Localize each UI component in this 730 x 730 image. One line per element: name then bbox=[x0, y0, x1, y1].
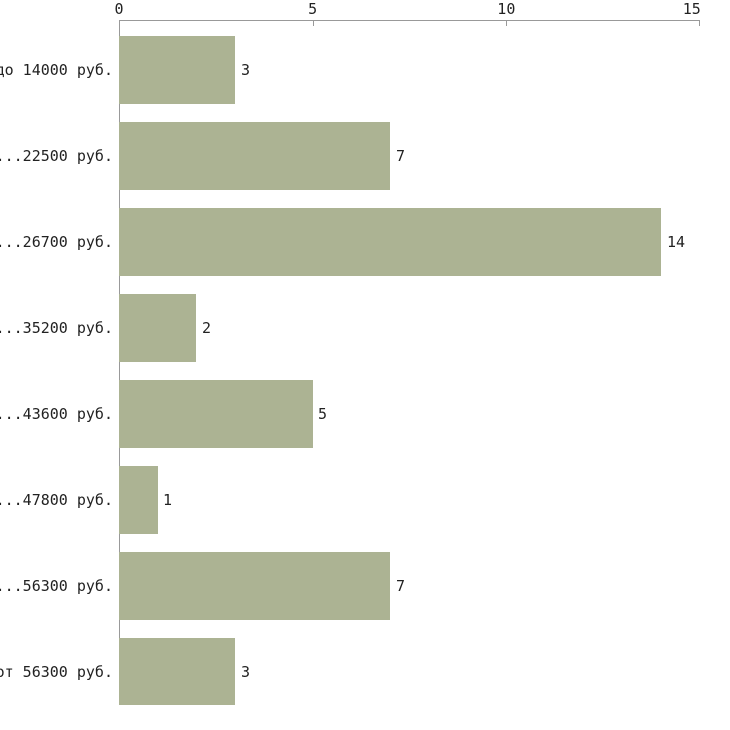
bar-row-4: 39400...43600 руб. 5 bbox=[119, 380, 700, 448]
xtick-label-5: 5 bbox=[308, 0, 317, 18]
bar-3[interactable] bbox=[119, 294, 196, 362]
bar-value-label-1: 7 bbox=[396, 147, 405, 165]
bar-7[interactable] bbox=[119, 638, 235, 705]
bar-row-3: 30900...35200 руб. 2 bbox=[119, 294, 700, 362]
xtick-label-0: 0 bbox=[114, 0, 123, 18]
category-label-2: 22500...26700 руб. bbox=[0, 233, 113, 251]
xtick-0 bbox=[119, 20, 120, 26]
xtick-label-15: 15 bbox=[683, 0, 701, 18]
bar-value-label-4: 5 bbox=[318, 405, 327, 423]
bar-value-label-5: 1 bbox=[163, 491, 172, 509]
bar-value-label-2: 14 bbox=[667, 233, 685, 251]
top-axis-line bbox=[119, 20, 700, 21]
bar-1[interactable] bbox=[119, 122, 390, 190]
bar-row-5: 43600...47800 руб. 1 bbox=[119, 466, 700, 534]
xtick-10 bbox=[506, 20, 507, 26]
bar-row-2: 22500...26700 руб. 14 bbox=[119, 208, 700, 276]
bar-value-label-0: 3 bbox=[241, 61, 250, 79]
plot-area: 0 5 10 15 до 14000 руб. 3 18300...22500 … bbox=[119, 20, 700, 705]
bar-4[interactable] bbox=[119, 380, 313, 448]
category-label-7: от 56300 руб. bbox=[0, 663, 113, 681]
xtick-15 bbox=[699, 20, 700, 26]
category-label-3: 30900...35200 руб. bbox=[0, 319, 113, 337]
bar-row-0: до 14000 руб. 3 bbox=[119, 36, 700, 104]
bar-5[interactable] bbox=[119, 466, 158, 534]
xtick-5 bbox=[313, 20, 314, 26]
bar-row-6: 52000...56300 руб. 7 bbox=[119, 552, 700, 620]
bar-chart-container: 0 5 10 15 до 14000 руб. 3 18300...22500 … bbox=[0, 0, 730, 730]
bar-value-label-7: 3 bbox=[241, 663, 250, 681]
bar-0[interactable] bbox=[119, 36, 235, 104]
bar-row-1: 18300...22500 руб. 7 bbox=[119, 122, 700, 190]
category-label-6: 52000...56300 руб. bbox=[0, 577, 113, 595]
category-label-1: 18300...22500 руб. bbox=[0, 147, 113, 165]
category-label-0: до 14000 руб. bbox=[0, 61, 113, 79]
bar-value-label-3: 2 bbox=[202, 319, 211, 337]
bar-value-label-6: 7 bbox=[396, 577, 405, 595]
bar-6[interactable] bbox=[119, 552, 390, 620]
bar-2[interactable] bbox=[119, 208, 661, 276]
category-label-5: 43600...47800 руб. bbox=[0, 491, 113, 509]
category-label-4: 39400...43600 руб. bbox=[0, 405, 113, 423]
bar-row-7: от 56300 руб. 3 bbox=[119, 638, 700, 705]
xtick-label-10: 10 bbox=[497, 0, 515, 18]
